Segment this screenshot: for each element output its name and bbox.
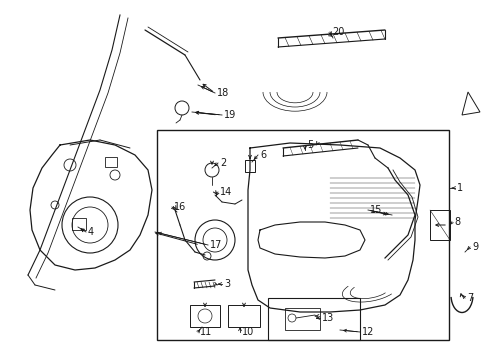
Text: 3: 3 [224, 279, 230, 289]
Bar [105, 157, 117, 167]
Text: 17: 17 [209, 240, 222, 250]
Text: 4: 4 [88, 227, 94, 237]
Text: 19: 19 [224, 110, 236, 120]
Bar [190, 305, 220, 327]
Text: 7: 7 [466, 293, 472, 303]
Bar [157, 130, 448, 340]
Bar [244, 160, 254, 172]
Text: 13: 13 [321, 313, 334, 323]
Text: 6: 6 [260, 150, 265, 160]
Bar [429, 210, 449, 240]
Text: 15: 15 [369, 205, 382, 215]
Bar [285, 308, 319, 330]
Text: 1: 1 [456, 183, 462, 193]
Text: 10: 10 [242, 327, 254, 337]
Text: 5: 5 [306, 140, 313, 150]
Text: 18: 18 [217, 88, 229, 98]
Text: 14: 14 [220, 187, 232, 197]
Text: 8: 8 [453, 217, 459, 227]
Bar [72, 218, 86, 230]
Bar [227, 305, 260, 327]
Text: 20: 20 [331, 27, 344, 37]
Text: 12: 12 [361, 327, 374, 337]
Text: 16: 16 [174, 202, 186, 212]
Bar [267, 298, 359, 340]
Text: 9: 9 [471, 242, 477, 252]
Text: 2: 2 [220, 158, 226, 168]
Text: 11: 11 [200, 327, 212, 337]
